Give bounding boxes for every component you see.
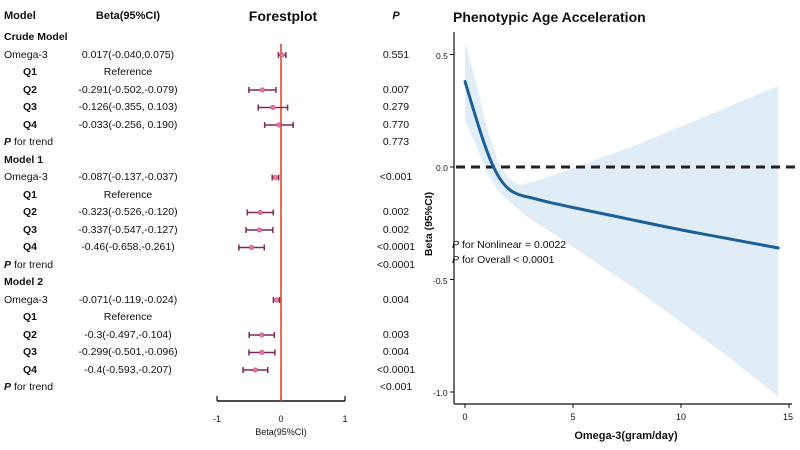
p-value: <0.001 [379,381,413,393]
forest-point [276,122,282,128]
row-label: Omega-3 [4,171,48,183]
beta-ci-value: -0.087(-0.137,-0.037) [78,171,178,183]
forest-point [279,52,285,58]
forest-point [259,332,265,338]
beta-ci-value: -0.299(-0.501,-0.096) [78,346,178,358]
forest-point [259,349,265,355]
forest-xtick: -1 [212,414,222,424]
p-value: 0.551 [382,48,410,61]
beta-ci-value: -0.337(-0.547,-0.127) [78,223,178,236]
rcs-xlabel: Omega-3(gram/day) [574,430,678,442]
p-value: 0.773 [382,136,410,148]
beta-ci-value: -0.126(-0.355, 0.103) [78,101,178,113]
p-value: 0.004 [382,293,410,306]
section-label: Crude Model [4,31,68,43]
rcs-ytick: 0.0 [436,163,448,173]
trend-text: for trend [13,136,54,148]
annotation-p: P [452,254,460,266]
beta-ci-value: 0.017(-0.040,0.075) [81,48,175,61]
beta-ci-value: -0.46(-0.658,-0.261) [81,241,175,253]
rcs-ytick: -0.5 [433,276,448,286]
forest-point [249,245,255,251]
rcs-xtick: 0 [462,412,468,422]
trend-label: P for trend [4,381,53,393]
forest-point [270,105,276,111]
row-label: Q4 [23,118,38,131]
annotation-overall: P for Overall < 0.0001 [452,254,554,266]
forest-point [256,227,262,233]
forest-point [272,175,278,181]
rcs-curve [463,80,780,250]
trend-p: P [4,136,12,148]
rcs-ylabel: Beta (95%CI) [423,191,435,257]
row-label: Q3 [23,346,38,358]
rcs-xtick: 10 [675,412,687,422]
section-label: Model 2 [4,276,44,288]
beta-ci-value: Reference [103,311,153,323]
row-label: Omega-3 [4,293,48,306]
row-label: Q3 [23,101,38,113]
rcs-xtick: 15 [782,412,794,422]
annotation-text: for Nonlinear = 0.0022 [461,239,567,251]
rcs-ci-band [465,43,779,397]
p-value: 0.002 [382,223,410,236]
rcs-xtick: 5 [570,412,576,422]
trend-label: P for trend [4,259,53,271]
header-p: P [392,10,400,22]
rcs-ytick: 0.5 [436,51,448,61]
row-label: Q4 [23,363,38,376]
row-label: Q1 [23,66,38,78]
beta-ci-value: -0.3(-0.497,-0.104) [84,328,172,341]
annotation-nonlinear: P for Nonlinear = 0.0022 [452,239,566,251]
forest-point [259,87,265,93]
rcs-title: Phenotypic Age Acceleration [453,9,646,25]
section-label: Model 1 [4,153,44,166]
p-value: 0.003 [382,328,410,341]
beta-ci-value: -0.323(-0.526,-0.120) [78,206,178,218]
header-beta: Beta(95%CI) [95,10,161,22]
annotation-p: P [452,239,460,251]
forest-title: Forestplot [248,8,318,24]
row-label: Q2 [23,206,38,218]
trend-text: for trend [13,258,54,271]
p-value: <0.0001 [376,363,416,376]
p-value: <0.001 [379,171,413,183]
beta-ci-value: -0.071(-0.119,-0.024) [78,293,178,306]
forest-xtick: 1 [342,414,348,424]
row-label: Q4 [23,241,38,253]
row-label: Omega-3 [4,48,48,61]
row-label: Q2 [23,328,38,341]
p-value: 0.279 [382,101,410,113]
p-value: 0.007 [382,83,410,96]
trend-p: P [4,258,12,271]
forest-point [273,297,279,303]
header-model: Model [4,10,36,22]
p-value: <0.0001 [376,241,416,253]
rcs-ytick: -1.0 [433,388,448,398]
annotation-text: for Overall < 0.0001 [461,254,555,266]
forest-point [252,367,258,373]
p-value: <0.0001 [376,258,416,271]
forest-xtick: 0 [278,414,284,424]
row-label: Q1 [23,311,38,323]
row-label: Q1 [23,188,38,201]
beta-ci-value: Reference [103,188,153,201]
forest-point [257,210,263,216]
forest-xlabel: Beta(95%CI) [255,427,307,437]
beta-ci-value: -0.033(-0.256, 0.190) [78,118,178,131]
beta-ci-value: -0.291(-0.502,-0.079) [78,83,178,96]
beta-ci-value: Reference [103,66,153,78]
p-value: 0.004 [382,346,410,358]
trend-p: P [4,381,12,393]
p-value: 0.002 [382,206,410,218]
trend-text: for trend [13,381,54,393]
p-value: 0.770 [382,118,410,131]
beta-ci-value: -0.4(-0.593,-0.207) [84,363,172,376]
row-label: Q2 [23,83,38,96]
trend-label: P for trend [4,136,53,148]
row-label: Q3 [23,223,38,236]
